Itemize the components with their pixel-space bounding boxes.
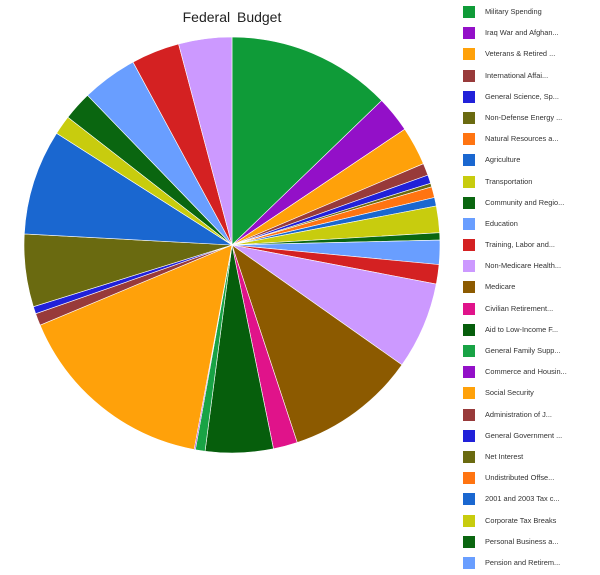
legend-label: Net Interest [485,451,524,461]
legend-item: Veterans & Retired ... [463,45,600,66]
legend-item: Community and Regio... [463,194,600,215]
legend-label: Veterans & Retired ... [485,49,556,59]
legend-item: Iraq War and Afghan... [463,24,600,45]
pie-slice-18 [39,244,233,450]
legend-swatch [463,450,475,463]
legend-label: Military Spending [485,7,542,16]
legend-swatch [463,302,475,315]
legend-swatch [463,281,475,294]
legend-swatch [463,429,475,442]
legend-label: General Government ... [485,430,563,440]
legend-item: General Science, Sp... [463,88,600,109]
legend-label: Commerce and Housin... [485,367,567,377]
legend-label: Administration of J... [485,409,552,419]
legend-label: Pension and Retirem... [485,557,561,567]
legend-swatch [463,345,475,357]
legend-item: Non-Medicare Health... [463,257,600,278]
legend-item: Commerce and Housin... [463,363,600,384]
pie-slice-28 [178,36,233,246]
legend-label: Civilian Retirement... [485,303,554,313]
legend-item: Undistributed Offse... [463,469,600,490]
legend-item: Training, Labor and... [463,236,600,257]
legend-label: Social Security [485,388,534,398]
legend-item: Corporate Tax Breaks [463,512,600,533]
legend-swatch [463,27,475,40]
legend-label: Corporate Tax Breaks [485,515,557,525]
pie-chart [23,36,441,454]
pie-slice-13 [231,244,403,443]
legend-swatch [463,90,475,103]
legend-swatch [463,514,475,527]
legend-swatch [463,111,475,124]
legend-label: Community and Regio... [485,197,565,207]
legend-item: 2001 and 2003 Tax c... [463,490,600,511]
legend-swatch [463,217,475,230]
legend-swatch [463,260,475,273]
legend-item: International Affai... [463,67,600,88]
legend-label: Non-Defense Energy ... [485,112,563,122]
legend-swatch [463,196,475,209]
legend-label: Personal Business a... [485,536,559,546]
legend-swatch [463,323,475,336]
legend-item: Non-Defense Energy ... [463,109,600,130]
pie-slice-0 [231,36,383,246]
legend-swatch [463,387,475,400]
pie-slice-23 [23,132,234,246]
legend-label: Non-Medicare Health... [485,261,561,271]
legend-swatch [463,366,475,379]
legend-label: Aid to Low-Income F... [485,324,559,334]
legend-label: Agriculture [485,155,521,165]
legend-item: General Family Supp... [463,342,600,363]
legend-label: Medicare [485,282,516,292]
chart-title: Federal Budget [182,9,282,25]
legend-label: Undistributed Offse... [485,473,555,483]
legend-swatch [463,472,475,485]
legend-item: Net Interest [463,448,600,469]
legend-swatch [463,556,475,569]
legend-swatch [463,133,475,146]
legend-swatch [463,6,475,18]
legend-label: 2001 and 2003 Tax c... [485,494,560,504]
legend-item: General Government ... [463,427,600,448]
legend-item: Natural Resources a... [463,130,600,151]
legend-label: General Family Supp... [485,346,561,355]
legend-swatch [463,154,475,167]
legend-item: Agriculture [463,151,600,172]
legend-label: Transportation [485,176,533,186]
legend-label: Training, Labor and... [485,240,555,250]
legend: Military Spending Iraq War and Afghan... V… [463,3,600,575]
legend-item: Personal Business a... [463,533,600,554]
legend-swatch [463,175,475,188]
legend-swatch [463,535,475,548]
legend-label: General Science, Sp... [485,91,559,101]
legend-item: Administration of J... [463,406,600,427]
legend-item: Transportation [463,173,600,194]
legend-swatch [463,69,475,82]
legend-item: Education [463,215,600,236]
legend-swatch [463,408,475,421]
legend-swatch [463,48,475,61]
legend-item: Military Spending [463,3,600,24]
legend-label: Natural Resources a... [485,134,559,144]
legend-swatch [463,239,475,252]
legend-item: Civilian Retirement... [463,300,600,321]
legend-label: Iraq War and Afghan... [485,28,559,38]
legend-swatch [463,493,475,506]
legend-label: Education [485,218,518,228]
legend-item: Social Security [463,384,600,405]
legend-label: International Affai... [485,70,549,80]
legend-item: Aid to Low-Income F... [463,321,600,342]
legend-item: Medicare [463,278,600,299]
legend-item: Pension and Retirem... [463,554,600,575]
